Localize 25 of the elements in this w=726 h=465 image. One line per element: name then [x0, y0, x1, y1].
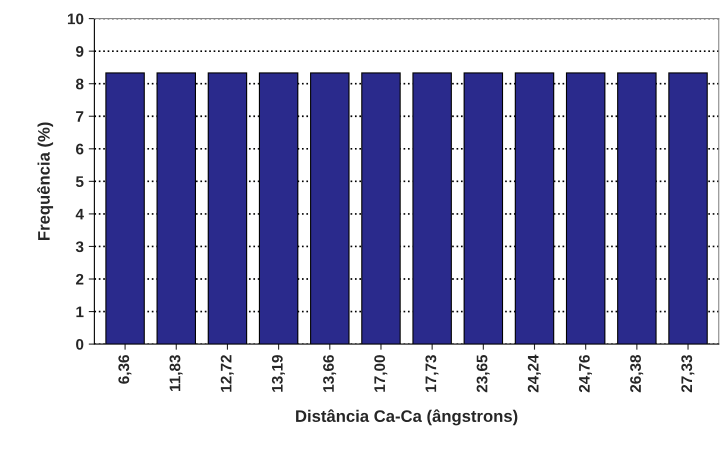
y-tick-label: 5 — [76, 176, 84, 188]
y-tick-label: 1 — [76, 306, 84, 318]
x-tick-label: 24,76 — [578, 355, 592, 392]
y-tick-label: 9 — [76, 46, 84, 57]
x-axis-title: Distância Ca-Ca (ângstrons) — [296, 409, 518, 426]
y-tick-label: 6 — [76, 144, 84, 154]
x-tick-label: 27,33 — [681, 355, 694, 392]
x-tick-label: 6,36 — [118, 355, 132, 384]
y-tick-label: 4 — [76, 208, 84, 220]
x-tick-label: 23,65 — [476, 354, 490, 392]
x-tick-label: 17,00 — [374, 355, 388, 392]
x-tick-label: 11,83 — [170, 355, 183, 391]
x-tick-label: 13,66 — [323, 355, 336, 392]
x-tick-label: 26,38 — [630, 354, 644, 392]
x-tick-label: 17,73 — [425, 355, 438, 392]
y-tick-label: 2 — [76, 274, 84, 285]
y-axis-title: Frequência (%) — [37, 122, 54, 240]
y-tick-label: 3 — [76, 241, 84, 252]
y-tick-label: 0 — [76, 338, 84, 350]
y-tick-label: 7 — [76, 111, 84, 122]
y-tick-label: 8 — [76, 78, 84, 90]
y-tick-label: 10 — [68, 13, 84, 24]
x-tick-label: 24,24 — [528, 354, 541, 392]
x-tick-label: 13,19 — [272, 355, 285, 392]
x-tick-label: 12,72 — [220, 355, 234, 392]
